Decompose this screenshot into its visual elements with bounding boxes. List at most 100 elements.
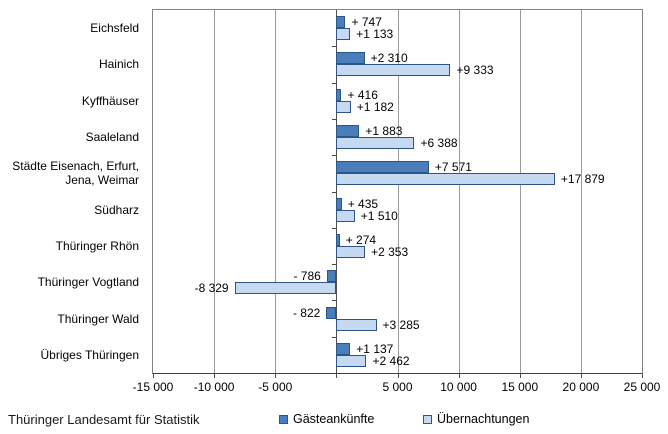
category-row-thueringer-wald: - 822 +3 285 xyxy=(153,300,642,336)
category-axis-tick xyxy=(332,191,338,193)
bar-line: -8 329 xyxy=(153,281,642,296)
x-tick-label: 25 000 xyxy=(623,380,661,394)
category-axis-tick xyxy=(332,118,338,120)
bar-value-label: +9 333 xyxy=(456,63,494,78)
category-label-row: Saaleland xyxy=(0,119,146,155)
bar-line: +7 571 xyxy=(153,161,642,174)
x-axis-tick xyxy=(336,374,338,378)
category-label-row: Übriges Thüringen xyxy=(0,337,146,373)
plot-area: + 747 +1 133 +2 310 +9 333 + 416 +1 182 +1 883… xyxy=(152,9,643,374)
bar-value-label: +1 883 xyxy=(365,124,403,139)
category-axis-tick xyxy=(332,336,338,338)
bar-value-label: +6 388 xyxy=(420,136,458,151)
category-row-uebriges-thueringen: +1 137 +2 462 xyxy=(153,337,642,373)
gridline xyxy=(275,10,277,373)
bar-gaesteankuenfte xyxy=(336,125,360,138)
bar-uebernachtungen xyxy=(336,137,415,150)
category-label-hainich: Hainich xyxy=(98,57,139,72)
bar-value-label: -8 329 xyxy=(194,281,229,296)
gridline xyxy=(397,10,399,373)
x-axis-tick xyxy=(519,374,521,378)
bar-value-label: +1 182 xyxy=(356,99,394,114)
category-row-eichsfeld: + 747 +1 133 xyxy=(153,10,642,46)
bar-value-label: +1 133 xyxy=(356,27,394,42)
x-tick-label: -5 000 xyxy=(258,380,293,394)
category-label-kyffhaeuser: Kyffhäuser xyxy=(81,93,139,108)
bar-value-label: + 416 xyxy=(347,87,378,102)
category-row-thueringer-rhoen: + 274 +2 353 xyxy=(153,228,642,264)
bar-value-label: - 786 xyxy=(293,269,321,284)
x-tick-label: 5 000 xyxy=(382,380,413,394)
x-axis-tick xyxy=(458,374,460,378)
x-tick-label: 20 000 xyxy=(562,380,600,394)
category-row-saaleland: +1 883 +6 388 xyxy=(153,119,642,155)
category-label-row: Südharz xyxy=(0,191,146,227)
category-row-staedte-eisenach-erfurt: +7 571 +17 879 xyxy=(153,155,642,191)
bar-uebernachtungen xyxy=(336,64,451,77)
category-axis-tick xyxy=(332,155,338,157)
bar-line: +2 462 xyxy=(153,353,642,368)
bar-value-label: +2 353 xyxy=(371,244,409,259)
bar-value-label: +1 510 xyxy=(360,208,398,223)
bar-value-label: +2 462 xyxy=(372,353,410,368)
category-axis-tick xyxy=(332,264,338,266)
category-label-uebriges-thueringen: Übriges Thüringen xyxy=(40,347,139,362)
bar-gaesteankuenfte xyxy=(336,233,340,246)
bar-line: +9 333 xyxy=(153,63,642,78)
category-label-thueringer-wald: Thüringer Wald xyxy=(57,311,139,326)
x-axis-tick xyxy=(214,374,216,378)
bar-uebernachtungen xyxy=(336,354,367,367)
gridline xyxy=(519,10,521,373)
bar-gaesteankuenfte xyxy=(336,197,342,210)
category-axis-tick xyxy=(332,300,338,302)
gridline xyxy=(458,10,460,373)
gridline xyxy=(214,10,216,373)
bar-line: +1 182 xyxy=(153,99,642,114)
legend-label: Gästeankünfte xyxy=(293,412,375,426)
x-tick-label: -15 000 xyxy=(132,380,174,394)
bar-value-label: + 747 xyxy=(351,15,382,30)
bar-uebernachtungen xyxy=(234,282,337,295)
bars-container: + 747 +1 133 +2 310 +9 333 + 416 +1 182 +1 883… xyxy=(153,10,642,373)
x-axis-tick xyxy=(642,374,643,378)
legend-swatch-uebernachtungen xyxy=(423,414,432,424)
bar-value-label: +1 137 xyxy=(356,341,394,356)
x-axis-tick xyxy=(153,374,154,378)
category-label-staedte-eisenach-erfurt: Städte Eisenach, Erfurt, Jena, Weimar xyxy=(12,159,139,188)
category-label-row: Städte Eisenach, Erfurt, Jena, Weimar xyxy=(0,155,146,191)
bar-line: +1 883 xyxy=(153,124,642,139)
category-row-kyffhaeuser: + 416 +1 182 xyxy=(153,83,642,119)
gridline xyxy=(580,10,582,373)
bar-value-label: + 435 xyxy=(347,196,379,211)
category-label-row: Eichsfeld xyxy=(0,10,146,46)
bar-value-label: - 822 xyxy=(292,305,321,320)
bar-uebernachtungen xyxy=(336,100,351,113)
bar-gaesteankuenfte xyxy=(336,161,429,174)
bar-gaesteankuenfte xyxy=(336,88,342,101)
x-axis-tick xyxy=(397,374,399,378)
x-tick-label: 10 000 xyxy=(440,380,477,394)
category-axis-tick xyxy=(332,82,338,84)
bar-line: +17 879 xyxy=(153,173,642,186)
bar-gaesteankuenfte xyxy=(336,52,365,65)
bar-line: + 416 xyxy=(153,87,642,102)
category-label-thueringer-vogtland: Thüringer Vogtland xyxy=(37,275,139,290)
category-label-thueringer-rhoen: Thüringer Rhön xyxy=(55,238,139,253)
category-row-thueringer-vogtland: - 786 -8 329 xyxy=(153,264,642,300)
category-axis-tick xyxy=(332,227,338,229)
bar-line: + 274 xyxy=(153,232,642,247)
bar-line: - 786 xyxy=(153,269,642,284)
legend-swatch-gaesteankuenfte xyxy=(279,414,288,424)
bar-line: +2 310 xyxy=(153,52,642,65)
bar-uebernachtungen xyxy=(336,209,355,222)
bar-uebernachtungen xyxy=(336,245,366,258)
bar-uebernachtungen xyxy=(336,318,377,331)
category-label-row: Thüringer Rhön xyxy=(0,228,146,264)
category-axis-labels: Eichsfeld Hainich Kyffhäuser Saaleland Städt… xyxy=(0,10,146,373)
bar-gaesteankuenfte xyxy=(336,16,346,29)
category-label-row: Thüringer Vogtland xyxy=(0,264,146,300)
category-label-suedharz: Südharz xyxy=(94,202,139,217)
bar-value-label: + 274 xyxy=(345,232,377,247)
bar-gaesteankuenfte xyxy=(336,342,351,355)
